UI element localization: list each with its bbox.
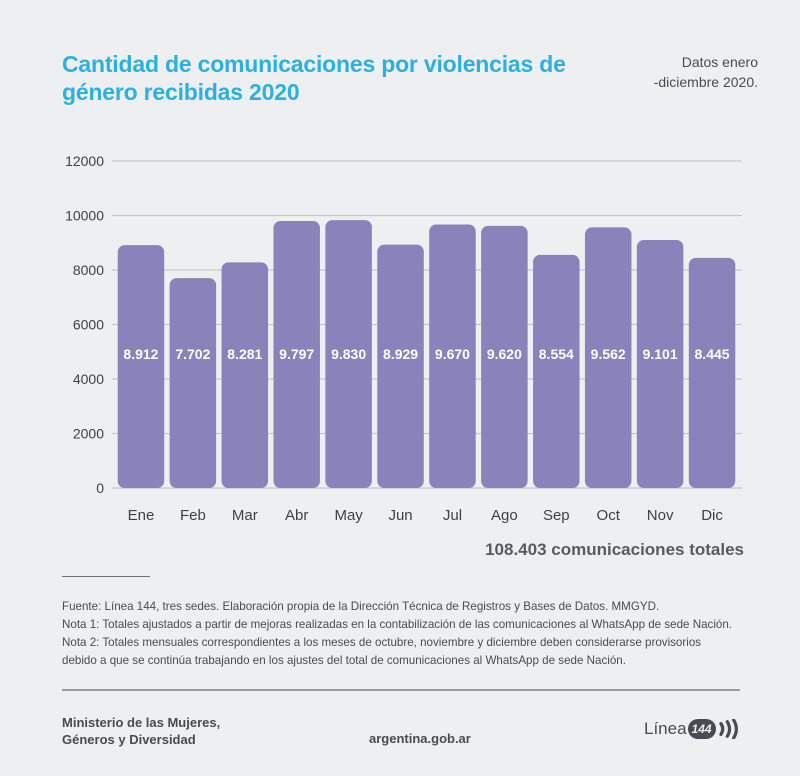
x-tick-label: Dic: [701, 507, 723, 524]
bar-oct: [584, 227, 632, 489]
bar-may: [325, 220, 372, 488]
x-tick-label: Nov: [647, 507, 674, 524]
logo-text: Línea: [644, 719, 687, 738]
x-tick-label: Abr: [285, 507, 308, 524]
ministry-name: Ministerio de las Mujeres, Géneros y Div…: [62, 714, 220, 748]
x-tick-label: Oct: [597, 507, 621, 524]
total-communications: 108.403 comunicaciones totales: [485, 540, 744, 559]
ministry-line-1: Ministerio de las Mujeres,: [62, 715, 221, 730]
y-tick-label: 6000: [73, 317, 104, 333]
data-label: 7.702: [175, 346, 210, 362]
data-label: 9.797: [279, 346, 314, 362]
notes-block: Fuente: Línea 144, tres sedes. Elaboraci…: [62, 598, 762, 670]
bars: [117, 220, 736, 489]
x-axis-labels: Ene Feb Mar Abr May Jun Jul Ago Sep Oct Nov Dic: [128, 507, 724, 524]
data-labels: 8.912 7.702 8.281 9.797 9.830 8.929 9.670 9.620…: [123, 346, 729, 362]
date-range-line-1: Datos enero: [681, 54, 758, 70]
data-label: 8.554: [539, 346, 574, 362]
date-range-line-2: -diciembre 2020.: [653, 74, 758, 90]
logo-number-badge: 144: [687, 719, 716, 739]
note-1: Nota 1: Totales ajustados a partir de me…: [62, 618, 733, 631]
ministry-line-2: Géneros y Diversidad: [62, 732, 196, 747]
data-label: 9.562: [591, 346, 626, 362]
note-2-line-1: Nota 2: Totales mensuales correspondient…: [62, 636, 702, 649]
y-tick-label: 10000: [65, 208, 104, 224]
y-tick-label: 4000: [73, 371, 104, 387]
chart-title: Cantidad de comunicaciones por violencia…: [62, 51, 566, 105]
data-label: 8.281: [227, 346, 262, 362]
bar-mar: [221, 262, 269, 488]
x-tick-label: Mar: [232, 507, 258, 524]
x-tick-label: Sep: [543, 507, 570, 524]
bar-jul: [429, 224, 476, 488]
footer-divider: [62, 689, 740, 691]
source-note: Fuente: Línea 144, tres sedes. Elaboraci…: [62, 600, 660, 613]
bar-jun: [377, 244, 424, 488]
data-label: 9.670: [435, 346, 470, 362]
bar-ene: [117, 245, 165, 488]
x-tick-label: Jun: [388, 507, 412, 524]
notes-divider: [62, 576, 150, 577]
y-tick-label: 8000: [73, 262, 104, 278]
website-link[interactable]: argentina.gob.ar: [369, 731, 471, 746]
bar-ago: [481, 225, 528, 489]
bar-sep: [533, 254, 580, 488]
date-range-note: Datos enero -diciembre 2020.: [588, 52, 758, 92]
x-tick-label: Ago: [491, 507, 518, 524]
bar-abr: [273, 221, 320, 489]
data-label: 9.620: [487, 346, 522, 362]
bar-dic: [688, 257, 736, 488]
x-tick-label: Jul: [443, 507, 462, 524]
bar-feb: [169, 278, 217, 488]
y-axis-ticks: 0 2000 4000 6000 8000 10000 12000: [65, 153, 104, 496]
y-tick-label: 2000: [73, 426, 104, 442]
data-label: 9.830: [331, 346, 366, 362]
bar-nov: [636, 239, 684, 488]
data-label: 8.912: [123, 346, 158, 362]
note-2-line-2: debido a que se continúa trabajando en l…: [62, 654, 626, 667]
data-label: 8.929: [383, 346, 418, 362]
data-label: 8.445: [695, 346, 730, 362]
y-tick-label: 12000: [65, 153, 104, 169]
linea-144-logo: Línea 144: [644, 716, 743, 742]
x-tick-label: May: [334, 507, 363, 524]
x-tick-label: Ene: [128, 507, 155, 524]
y-tick-label: 0: [96, 480, 104, 496]
sound-waves-icon: [718, 719, 738, 739]
data-label: 9.101: [643, 346, 678, 362]
x-tick-label: Feb: [180, 507, 206, 524]
